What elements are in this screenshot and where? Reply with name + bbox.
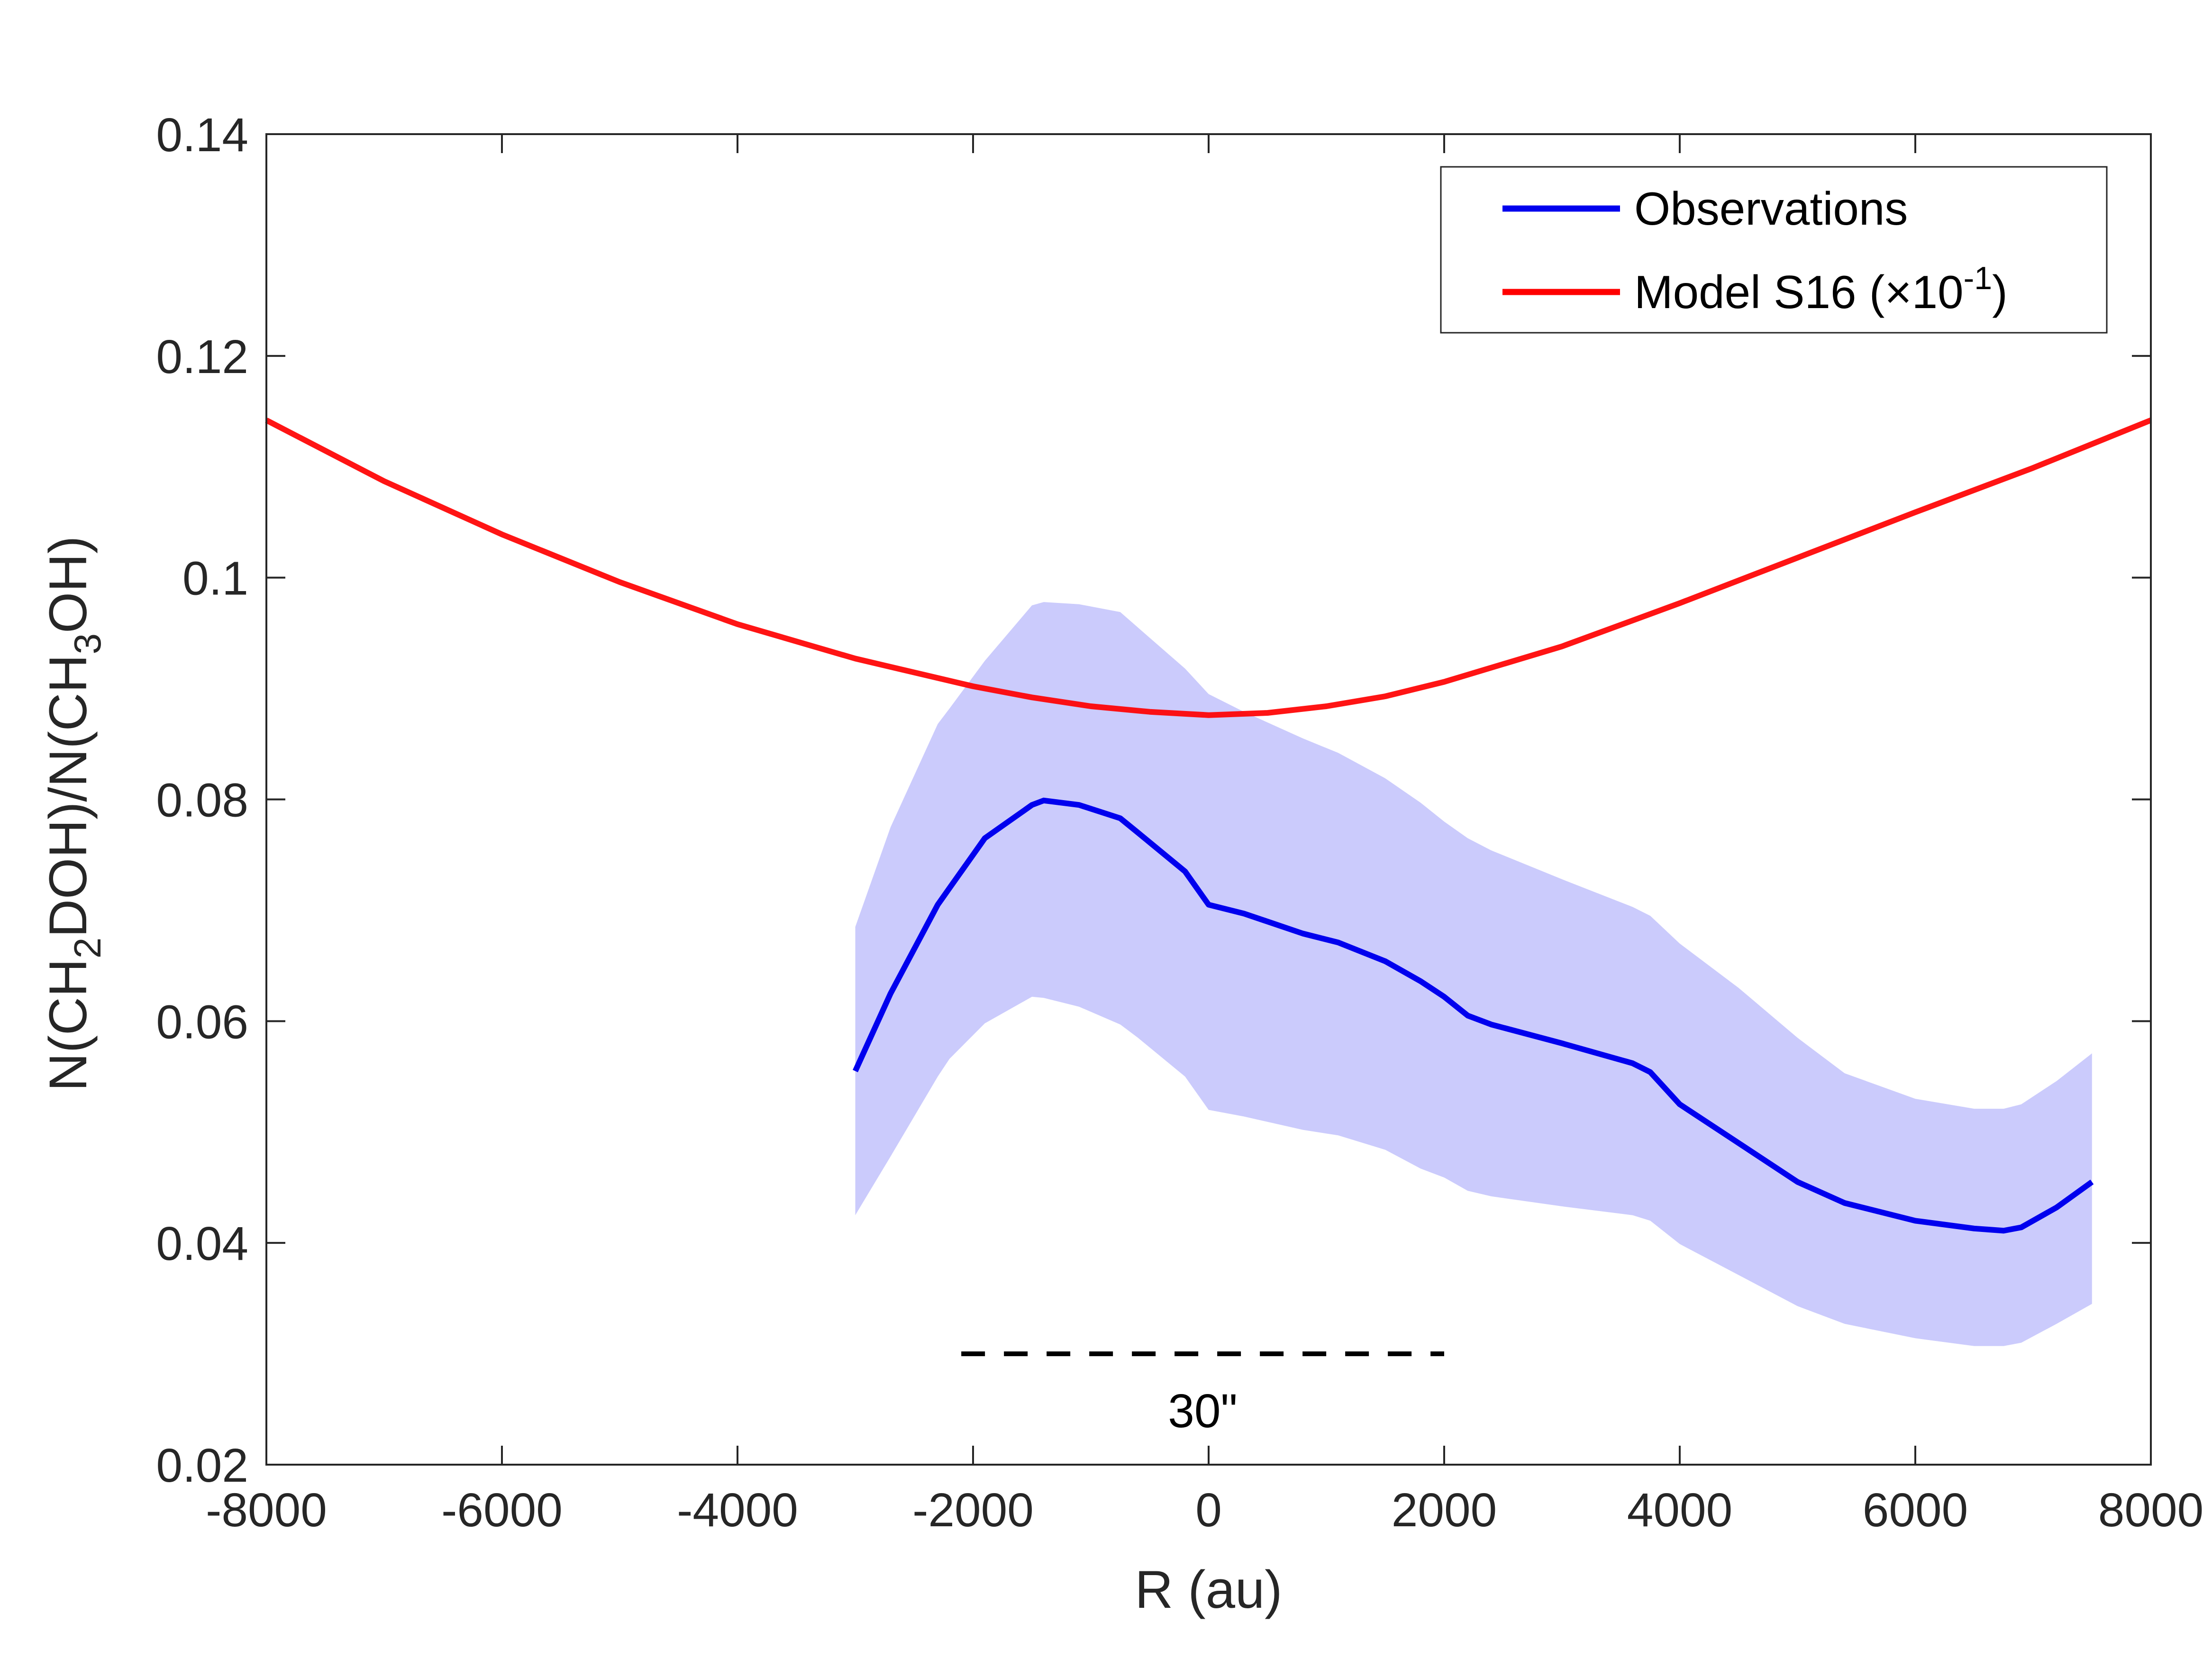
x-axis-title: R (au): [1135, 1560, 1282, 1619]
y-axis-title-subscript-3: 3: [66, 633, 109, 655]
annotation-layer: 30": [961, 1351, 1444, 1438]
legend: Observations Model S16 (×10-1): [1440, 166, 2108, 334]
series-layer: [265, 417, 2152, 1234]
y-axis-title-subscript-2: 2: [66, 938, 109, 959]
model-s16-line: [265, 417, 2152, 718]
observations-uncertainty-band: [855, 602, 2092, 1346]
observations-line: [853, 797, 2094, 1234]
legend-label-model-tail: ): [1992, 266, 2008, 318]
y-axis-title-part-1: N(CH: [38, 958, 98, 1091]
x-tick-label: 8000: [2098, 1484, 2203, 1537]
tick-layer: -8000 -6000 -4000 -2000 0 2000 4000 6000 8000 0.0…: [156, 109, 2203, 1537]
y-tick-label: 0.08: [156, 774, 248, 827]
y-tick-label: 0.12: [156, 330, 248, 383]
y-axis-title: N(CH2DOH)/N(CH3OH): [38, 536, 109, 1092]
x-tick-label: 4000: [1627, 1484, 1732, 1537]
x-tick-label: 6000: [1863, 1484, 1968, 1537]
x-tick-label: -6000: [441, 1484, 563, 1537]
y-axis-title-part-3: OH): [38, 536, 98, 633]
legend-label-model-exponent: -1: [1964, 260, 1992, 296]
y-tick-label: 0.1: [182, 552, 248, 605]
y-axis-title-part-2: DOH)/N(CH: [38, 655, 98, 938]
legend-label-model-text: Model S16 (×10: [1634, 266, 1964, 318]
legend-label-observations: Observations: [1634, 182, 1908, 235]
scale-bar-label: 30": [1168, 1385, 1238, 1438]
legend-box: [1440, 166, 2108, 334]
x-tick-label: -2000: [912, 1484, 1034, 1537]
y-tick-label: 0.02: [156, 1439, 248, 1492]
x-tick-label: -4000: [677, 1484, 798, 1537]
y-tick-label: 0.06: [156, 995, 248, 1048]
x-tick-label: -8000: [206, 1484, 327, 1537]
legend-label-model: Model S16 (×10-1): [1634, 260, 2008, 318]
y-tick-label: 0.04: [156, 1217, 248, 1270]
x-tick-label: 0: [1195, 1484, 1222, 1537]
x-tick-label: 2000: [1392, 1484, 1497, 1537]
y-tick-label: 0.14: [156, 109, 248, 162]
uncertainty-band-layer: [855, 602, 2092, 1346]
